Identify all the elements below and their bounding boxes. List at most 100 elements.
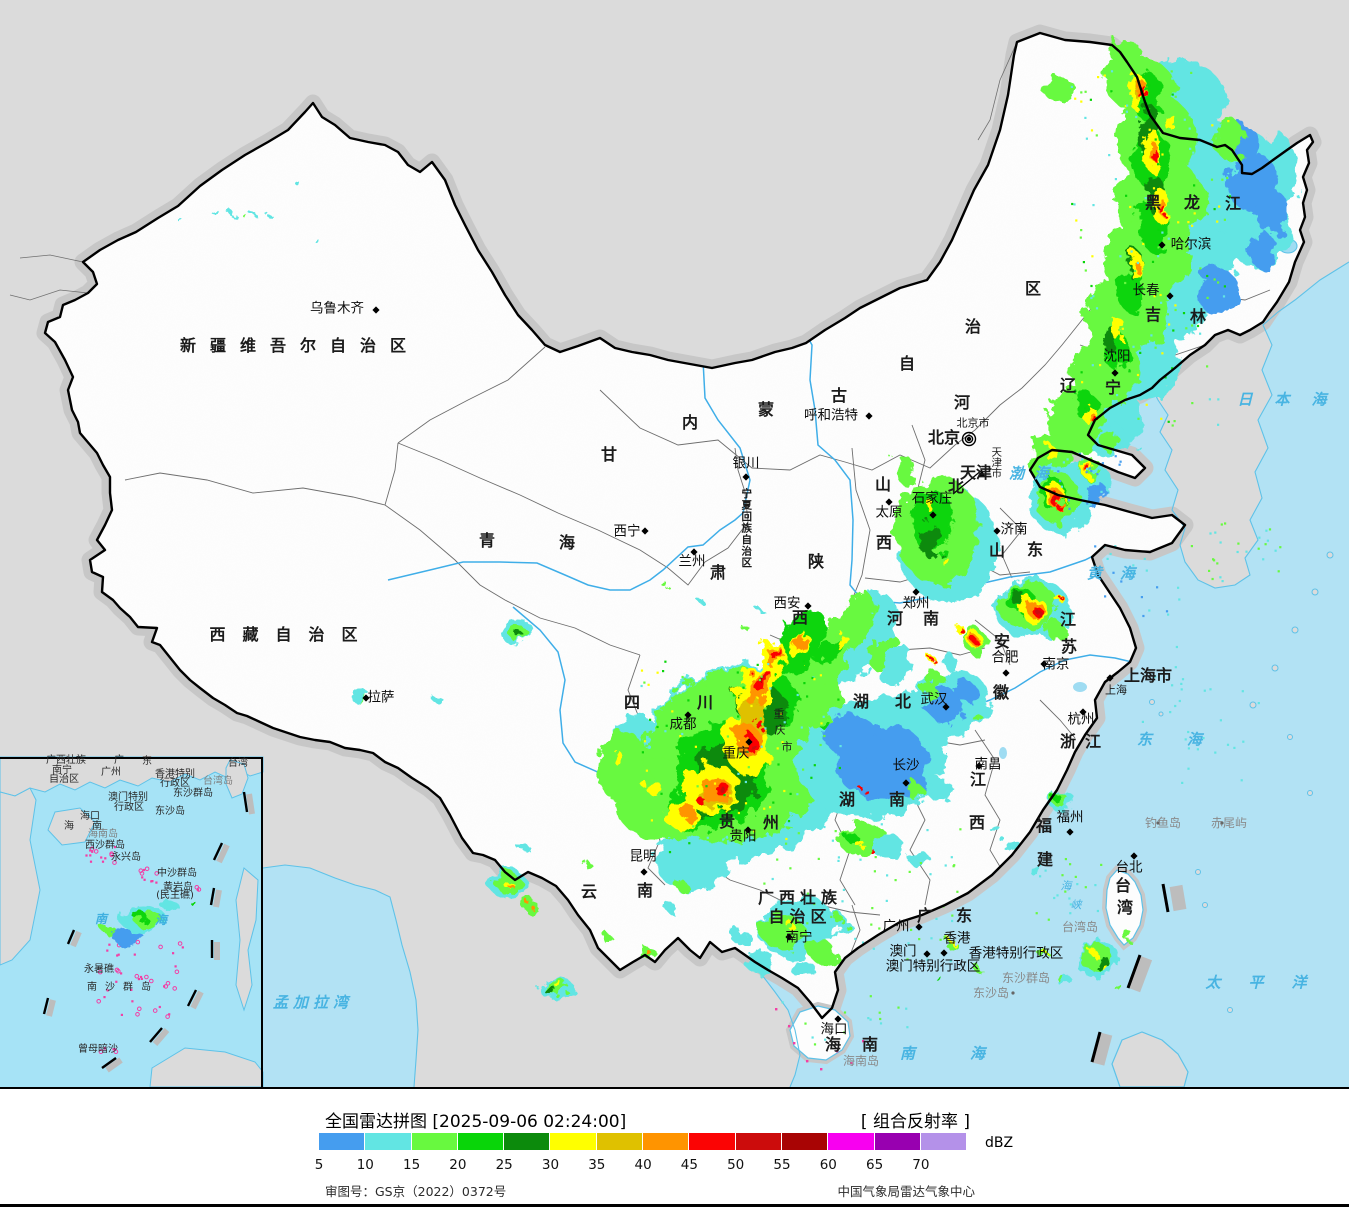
reef-marker — [91, 850, 94, 853]
echo-cell-10dbz — [744, 951, 776, 973]
echo-speck — [1097, 76, 1100, 79]
echo-speck — [1091, 255, 1094, 258]
echo-cell-45dbz — [957, 625, 961, 631]
echo-speck — [681, 675, 684, 679]
echo-speck — [1078, 452, 1082, 455]
echo-speck — [1064, 858, 1067, 861]
echo-speck — [1184, 738, 1187, 741]
echo-cell-40dbz — [529, 904, 533, 908]
capital-marker — [964, 434, 974, 444]
islet-dot — [1220, 821, 1224, 825]
echo-cell-10dbz — [943, 654, 957, 670]
echo-speck — [1182, 312, 1186, 315]
echo-speck — [755, 769, 758, 772]
city-marker — [804, 602, 812, 610]
echo-cell-20dbz — [846, 833, 858, 843]
city-marker — [912, 588, 920, 596]
echo-speck — [1182, 236, 1185, 240]
echo-speck — [894, 879, 897, 882]
map-canvas — [0, 0, 1349, 1087]
echo-speck — [838, 766, 841, 770]
echo-speck — [1173, 420, 1176, 423]
echo-speck — [1210, 178, 1214, 181]
echo-cell-40dbz — [647, 950, 651, 956]
echo-speck — [1068, 507, 1071, 510]
echo-speck — [919, 862, 922, 865]
echo-speck — [790, 947, 794, 950]
echo-speck — [1059, 480, 1062, 483]
echo-speck — [1188, 114, 1191, 117]
echo-speck — [1265, 529, 1268, 532]
clutter-speck — [793, 1042, 796, 1045]
echo-speck — [1171, 424, 1174, 427]
city-marker — [640, 868, 648, 876]
echo-speck — [1069, 912, 1072, 915]
echo-speck — [814, 708, 817, 712]
echo-cell-15dbz — [1214, 120, 1246, 160]
reef-marker — [165, 981, 171, 986]
echo-speck — [1245, 550, 1248, 553]
echo-speck — [1196, 324, 1200, 328]
echo-speck — [1118, 269, 1121, 272]
echo-cell-45dbz — [754, 717, 760, 727]
echo-speck — [1148, 128, 1151, 131]
clutter-speck — [775, 1008, 778, 1011]
echo-speck — [1262, 558, 1265, 561]
echo-cell-5dbz — [111, 929, 143, 943]
echo-speck — [796, 693, 799, 697]
echo-speck — [1227, 120, 1230, 123]
echo-speck — [1067, 499, 1070, 502]
dash-shadow — [216, 843, 230, 864]
echo-speck — [1228, 195, 1232, 198]
islet-dot — [1011, 991, 1015, 995]
city-marker — [1111, 369, 1119, 377]
echo-speck — [704, 684, 707, 687]
echo-cell-10dbz — [516, 842, 528, 850]
echo-speck — [1187, 221, 1190, 224]
echo-speck — [1129, 205, 1132, 209]
echo-cell-50dbz — [1056, 499, 1060, 507]
reef-marker — [154, 871, 159, 876]
echo-speck — [1171, 77, 1174, 80]
echo-cell-10dbz — [732, 931, 752, 945]
echo-speck — [907, 942, 910, 945]
echo-speck — [918, 938, 921, 941]
reef-marker — [114, 967, 120, 973]
echo-speck — [1035, 912, 1038, 915]
echo-speck — [854, 937, 857, 940]
reef-marker — [89, 846, 95, 852]
echo-speck — [1092, 204, 1095, 207]
echo-speck — [1142, 614, 1145, 618]
dash-shadow — [152, 1028, 170, 1046]
city-marker — [942, 703, 950, 711]
city-marker — [865, 412, 873, 420]
echo-speck — [804, 1022, 807, 1025]
echo-speck — [1095, 134, 1098, 137]
echo-speck — [640, 684, 643, 688]
echo-speck — [1156, 586, 1159, 589]
echo-speck — [759, 717, 762, 720]
city-marker — [975, 762, 983, 770]
colorbar-cell-15 — [411, 1133, 457, 1150]
islet-dot — [1156, 821, 1160, 825]
echo-cell-20dbz — [133, 912, 147, 920]
echo-speck — [1132, 345, 1135, 348]
echo-speck — [1161, 352, 1164, 355]
echo-speck — [1153, 315, 1156, 318]
echo-speck — [671, 710, 674, 713]
echo-speck — [1258, 536, 1261, 539]
echo-speck — [1130, 250, 1133, 253]
echo-speck — [1233, 746, 1236, 749]
echo-cell-10dbz — [230, 213, 236, 217]
echo-speck — [797, 832, 800, 835]
reef-marker — [142, 868, 146, 872]
echo-speck — [676, 759, 679, 762]
echo-speck — [1226, 176, 1229, 180]
echo-speck — [739, 752, 742, 756]
echo-speck — [1109, 552, 1112, 556]
echo-speck — [926, 958, 929, 961]
echo-cell-30dbz — [555, 981, 563, 989]
city-marker — [785, 933, 793, 941]
echo-cell-10dbz — [697, 598, 703, 602]
